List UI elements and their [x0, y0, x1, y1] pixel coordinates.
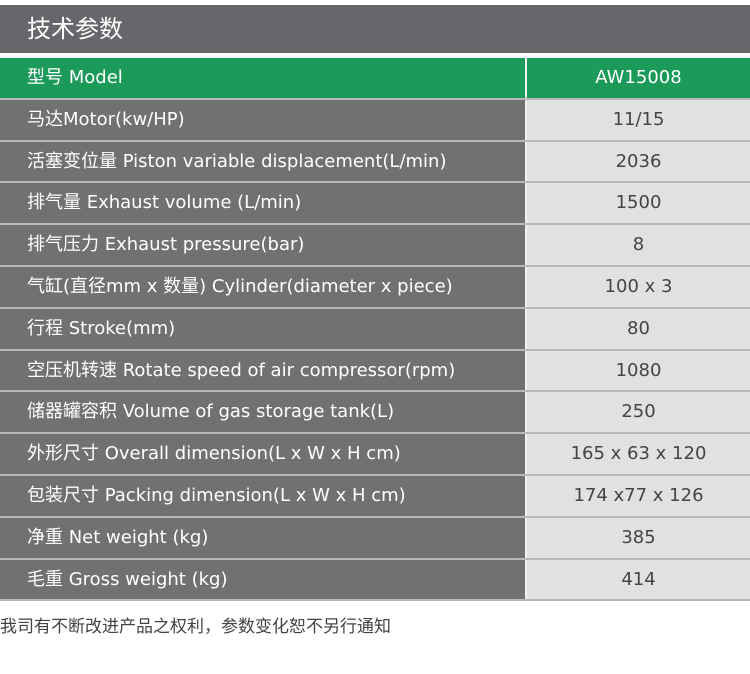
table-row: 活塞变位量 Piston variable displacement(L/min… — [0, 141, 750, 184]
table-row: 气缸(直径mm x 数量) Cylinder(diameter x piece)… — [0, 266, 750, 309]
spec-value: 1500 — [527, 183, 750, 224]
disclaimer-note: 我司有不断改进产品之权利，参数变化恕不另行通知 — [0, 617, 391, 637]
spec-label: 包装尺寸 Packing dimension(L x W x H cm) — [0, 475, 527, 516]
spec-label: 净重 Net weight (kg) — [0, 517, 527, 558]
spec-label: 储器罐容积 Volume of gas storage tank(L) — [0, 392, 527, 433]
spec-value: 414 — [527, 559, 750, 600]
table-row: 外形尺寸 Overall dimension(L x W x H cm) 165 … — [0, 434, 750, 476]
spec-value: 8 — [527, 225, 750, 265]
table-row: 排气量 Exhaust volume (L/min) 1500 — [0, 183, 750, 226]
spec-table: 型号 Model AW15008 马达Motor(kw/HP) 11/15 活塞变位… — [0, 58, 750, 602]
spec-value: 100 x 3 — [527, 266, 750, 307]
spec-label: 活塞变位量 Piston variable displacement(L/min… — [0, 141, 527, 182]
spec-label: 气缸(直径mm x 数量) Cylinder(diameter x piece) — [0, 266, 527, 307]
spec-value: 174 x77 x 126 — [527, 475, 750, 516]
model-label: 型号 Model — [0, 58, 527, 98]
table-header-row: 型号 Model AW15008 — [0, 58, 750, 100]
spec-value: 250 — [527, 392, 750, 433]
spec-value: 11/15 — [527, 99, 750, 140]
spec-label: 外形尺寸 Overall dimension(L x W x H cm) — [0, 434, 527, 474]
spec-label: 毛重 Gross weight (kg) — [0, 559, 527, 600]
spec-label: 排气压力 Exhaust pressure(bar) — [0, 225, 527, 265]
table-row: 空压机转速 Rotate speed of air compressor(rpm… — [0, 350, 750, 393]
table-row: 排气压力 Exhaust pressure(bar) 8 — [0, 225, 750, 267]
table-row: 包装尺寸 Packing dimension(L x W x H cm) 174 … — [0, 475, 750, 518]
table-row: 储器罐容积 Volume of gas storage tank(L) 250 — [0, 392, 750, 435]
spec-label: 排气量 Exhaust volume (L/min) — [0, 183, 527, 224]
model-value: AW15008 — [527, 58, 750, 98]
table-row: 净重 Net weight (kg) 385 — [0, 517, 750, 560]
page-title: 技术参数 — [0, 5, 750, 53]
table-row: 毛重 Gross weight (kg) 414 — [0, 559, 750, 602]
table-row: 行程 Stroke(mm) 80 — [0, 308, 750, 351]
spec-label: 马达Motor(kw/HP) — [0, 99, 527, 140]
spec-value: 385 — [527, 517, 750, 558]
spec-label: 空压机转速 Rotate speed of air compressor(rpm… — [0, 350, 527, 391]
spec-value: 80 — [527, 308, 750, 349]
spec-label: 行程 Stroke(mm) — [0, 308, 527, 349]
table-row: 马达Motor(kw/HP) 11/15 — [0, 99, 750, 142]
spec-value: 1080 — [527, 350, 750, 391]
spec-value: 2036 — [527, 141, 750, 182]
spec-value: 165 x 63 x 120 — [527, 434, 750, 474]
